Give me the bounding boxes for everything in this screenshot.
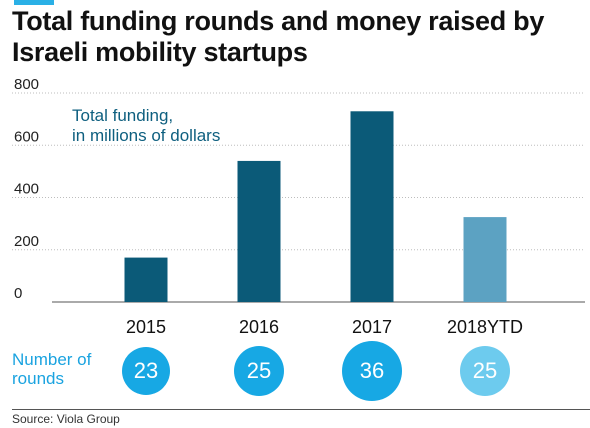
rounds-bubble-2018YTD: 25 xyxy=(460,346,510,396)
rounds-label: Number of rounds xyxy=(12,350,112,388)
accent-bar xyxy=(14,0,54,5)
y-tick-label: 0 xyxy=(14,285,22,302)
bar-chart: 0 200 400 600 800 2015 2016 2017 2018YTD Total … xyxy=(12,76,585,337)
y-tick-label: 400 xyxy=(14,181,39,198)
rounds-label-line-2: rounds xyxy=(12,369,64,388)
rounds-bubble-2016: 25 xyxy=(234,346,284,396)
x-tick-label-2016: 2016 xyxy=(239,317,279,337)
annotation-line-1: Total funding, xyxy=(72,106,173,125)
source-note: Source: Viola Group xyxy=(12,412,120,426)
x-axis-ticks: 2015 2016 2017 2018YTD xyxy=(126,317,523,337)
rounds-bubble-2015: 23 xyxy=(122,347,170,395)
bar-2016 xyxy=(237,160,281,302)
bar-2015 xyxy=(124,257,168,302)
bar-2017 xyxy=(350,111,394,302)
annotation-line-2: in millions of dollars xyxy=(72,126,220,145)
bar-2018YTD xyxy=(463,217,507,302)
footer-rule xyxy=(12,409,590,410)
y-tick-label: 200 xyxy=(14,233,39,250)
y-axis-ticks: 0 200 400 600 800 xyxy=(14,76,39,302)
x-tick-label-2018YTD: 2018YTD xyxy=(447,317,523,337)
y-tick-label: 800 xyxy=(14,76,39,93)
chart-title: Total funding rounds and money raised by… xyxy=(12,6,545,67)
x-tick-label-2015: 2015 xyxy=(126,317,166,337)
rounds-bubble-2017: 36 xyxy=(342,341,402,401)
bars xyxy=(124,111,507,302)
x-tick-label-2017: 2017 xyxy=(352,317,392,337)
rounds-label-line-1: Number of xyxy=(12,350,92,369)
y-tick-label: 600 xyxy=(14,128,39,145)
